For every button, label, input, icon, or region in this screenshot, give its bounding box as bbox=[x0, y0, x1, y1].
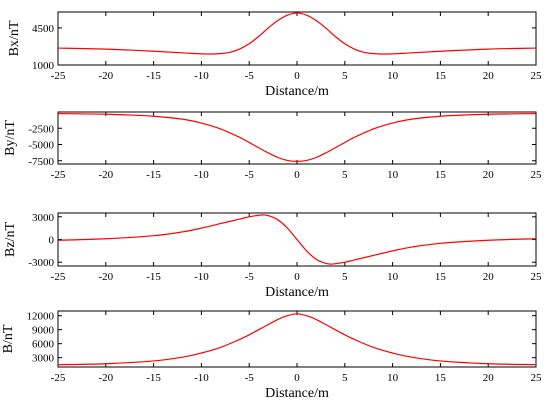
x-tick-label: -5 bbox=[245, 70, 255, 82]
subplot-3: -25 -20 -15 -10 -5 0 5 10 15 20 25 -3000 0 3000 Distan… bbox=[3, 212, 542, 300]
x-tick-label: -15 bbox=[146, 70, 161, 82]
y-tick-label: 4500 bbox=[32, 23, 55, 35]
x-tick-label: -20 bbox=[98, 70, 113, 82]
x-tick-label: 10 bbox=[387, 169, 399, 181]
x-tick-label: -20 bbox=[98, 271, 113, 283]
x-tick-label: 10 bbox=[387, 372, 399, 384]
x-axis-label: Distance/m bbox=[265, 84, 329, 99]
x-tick-label: 15 bbox=[435, 372, 447, 384]
y-tick-label: -7500 bbox=[28, 156, 54, 168]
x-tick-label: 10 bbox=[387, 271, 399, 283]
x-tick-label: 5 bbox=[342, 169, 348, 181]
x-tick-label: 20 bbox=[483, 169, 495, 181]
x-tick-label: 0 bbox=[294, 372, 300, 384]
x-tick-label: -5 bbox=[245, 271, 255, 283]
x-tick-label: -5 bbox=[245, 169, 255, 181]
x-tick-label: 0 bbox=[294, 169, 300, 181]
y-axis-label: Bx/nT bbox=[7, 20, 22, 56]
x-tick-label: 10 bbox=[387, 70, 399, 82]
x-tick-label: 25 bbox=[531, 70, 543, 82]
x-tick-label: 25 bbox=[531, 372, 543, 384]
x-tick-label: 0 bbox=[294, 271, 300, 283]
y-tick-label: 3000 bbox=[32, 353, 55, 365]
series-line bbox=[57, 214, 537, 265]
x-tick-label: 0 bbox=[294, 70, 300, 82]
y-axis-label: By/nT bbox=[3, 120, 18, 156]
x-tick-label: 15 bbox=[435, 70, 447, 82]
x-tick-label: -25 bbox=[51, 70, 66, 82]
series-line bbox=[57, 313, 537, 366]
x-tick-label: -10 bbox=[194, 271, 209, 283]
x-tick-label: -10 bbox=[194, 70, 209, 82]
x-tick-label: -15 bbox=[146, 271, 161, 283]
series-line bbox=[57, 113, 537, 163]
x-tick-label: -10 bbox=[194, 372, 209, 384]
y-tick-label: 1000 bbox=[32, 60, 55, 72]
x-tick-label: 5 bbox=[342, 70, 348, 82]
subplot-1: -25 -20 -15 -10 -5 0 5 10 15 20 25 1000 4500 Distance… bbox=[7, 11, 543, 99]
y-tick-label: -2500 bbox=[28, 123, 54, 135]
x-tick-label: -15 bbox=[146, 372, 161, 384]
x-tick-label: -5 bbox=[245, 372, 255, 384]
subplot-2: -25 -20 -15 -10 -5 0 5 10 15 20 25 -7500 -5000 -2500 B… bbox=[3, 111, 543, 181]
x-tick-label: 5 bbox=[342, 372, 348, 384]
y-tick-label: 12000 bbox=[27, 311, 55, 323]
y-tick-label: 0 bbox=[49, 235, 55, 247]
series-line bbox=[57, 12, 537, 55]
y-tick-label: 9000 bbox=[32, 325, 55, 337]
axes-frame bbox=[57, 310, 537, 368]
y-tick-label: 3000 bbox=[32, 212, 55, 224]
x-tick-label: 20 bbox=[483, 271, 495, 283]
x-tick-label: -25 bbox=[51, 169, 66, 181]
x-tick-label: -20 bbox=[98, 372, 113, 384]
axes-frame bbox=[57, 11, 537, 66]
subplot-4: -25 -20 -15 -10 -5 0 5 10 15 20 25 3000 6000 9000 1200… bbox=[1, 310, 543, 401]
y-tick-label: -3000 bbox=[28, 257, 54, 269]
y-axis-label: B/nT bbox=[1, 324, 16, 353]
x-tick-label: -20 bbox=[98, 169, 113, 181]
x-tick-label: -15 bbox=[146, 169, 161, 181]
x-axis-label: Distance/m bbox=[265, 386, 329, 401]
x-tick-label: 15 bbox=[435, 169, 447, 181]
x-tick-label: 25 bbox=[531, 169, 543, 181]
x-tick-label: 20 bbox=[483, 70, 495, 82]
axes-frame bbox=[57, 111, 537, 165]
x-tick-label: 25 bbox=[531, 271, 543, 283]
y-tick-label: 6000 bbox=[32, 339, 55, 351]
x-tick-label: 15 bbox=[435, 271, 447, 283]
x-axis-label: Distance/m bbox=[265, 285, 329, 300]
x-tick-label: -25 bbox=[51, 271, 66, 283]
y-tick-label: -5000 bbox=[28, 140, 54, 152]
x-tick-label: 5 bbox=[342, 271, 348, 283]
y-axis-label: Bz/nT bbox=[3, 222, 18, 257]
x-tick-label: -10 bbox=[194, 169, 209, 181]
x-tick-label: 20 bbox=[483, 372, 495, 384]
x-tick-label: -25 bbox=[51, 372, 66, 384]
